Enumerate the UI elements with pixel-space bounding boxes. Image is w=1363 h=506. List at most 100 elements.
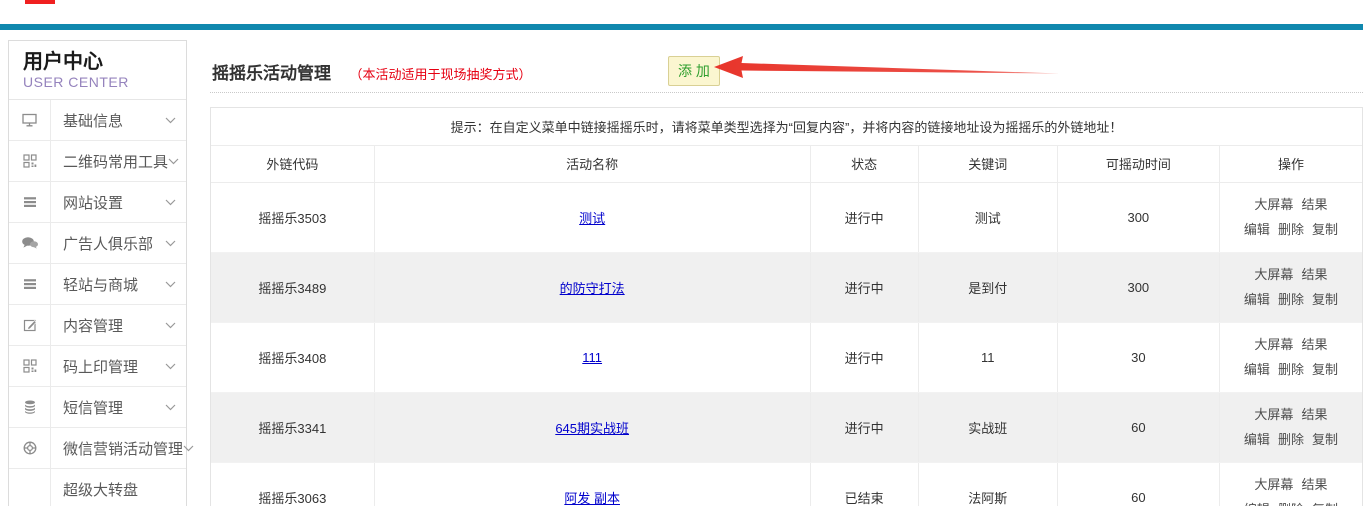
table-row: 摇摇乐3489 的防守打法 进行中 是到付 300 大屏幕 结果 编辑 删除 复制 — [211, 252, 1362, 323]
action-delete-link[interactable]: 删除 — [1278, 502, 1304, 506]
chevron-down-icon — [165, 387, 186, 427]
sidebar-item-label: 微信营销活动管理 — [63, 440, 184, 458]
action-screen-link[interactable]: 大屏幕 — [1254, 266, 1294, 282]
action-edit-link[interactable]: 编辑 — [1243, 221, 1270, 237]
table-row: 摇摇乐3408 111 进行中 11 30 大屏幕 结果 编辑 删除 复制 — [211, 322, 1362, 393]
cell-name: 的防守打法 — [374, 252, 811, 323]
action-copy-link[interactable]: 复制 — [1311, 361, 1338, 377]
sidebar-item-sms-mgmt[interactable]: 短信管理 — [9, 387, 186, 428]
sidebar-title: 用户中心 — [23, 51, 103, 73]
action-delete-link[interactable]: 删除 — [1277, 221, 1304, 237]
activity-link[interactable]: 111 — [582, 349, 603, 365]
cell-shake-time: 300 — [1057, 252, 1220, 323]
sidebar-item-super-wheel[interactable]: 超级大转盘 — [9, 469, 186, 506]
add-button[interactable]: 添 加 — [668, 56, 720, 86]
sidebar-item-label: 广告人俱乐部 — [63, 235, 154, 253]
cell-code: 摇摇乐3063 — [211, 462, 375, 506]
sidebar-item-label: 超级大转盘 — [63, 481, 139, 499]
edit-icon — [9, 305, 51, 345]
action-edit-link[interactable]: 编辑 — [1243, 361, 1270, 377]
cell-actions: 大屏幕结果 编辑删除复制 — [1219, 322, 1362, 393]
cell-code: 摇摇乐3503 — [211, 182, 375, 253]
sidebar: 用户中心 USER CENTER 基础信息 二维码常用工具 网站设置 广告人俱乐… — [8, 40, 194, 506]
sidebar-header: 用户中心 USER CENTER — [9, 41, 186, 100]
sidebar-item-code-print[interactable]: 码上印管理 — [9, 346, 186, 387]
action-copy-link[interactable]: 复制 — [1312, 502, 1338, 506]
action-edit-link[interactable]: 编辑 — [1243, 431, 1270, 447]
sidebar-subtitle: USER CENTER — [23, 74, 129, 90]
cell-shake-time: 60 — [1057, 462, 1220, 506]
empty-icon-cell — [9, 469, 51, 506]
action-copy-link[interactable]: 复制 — [1311, 431, 1338, 447]
action-delete-link[interactable]: 删除 — [1277, 291, 1304, 307]
activity-link[interactable]: 的防守打法 — [559, 280, 625, 296]
action-screen-link[interactable]: 大屏幕 — [1254, 476, 1294, 492]
action-screen-link[interactable]: 大屏幕 — [1254, 196, 1294, 212]
chevron-down-icon — [165, 346, 186, 386]
action-copy-link[interactable]: 复制 — [1311, 221, 1338, 237]
red-arrow-annotation — [714, 56, 1060, 78]
chevron-down-icon — [165, 100, 186, 140]
activity-link[interactable]: 测试 — [579, 210, 606, 226]
chevron-down-icon — [165, 223, 186, 263]
monitor-icon — [9, 100, 51, 140]
cell-shake-time: 60 — [1057, 392, 1220, 463]
action-result-link[interactable]: 结果 — [1301, 266, 1328, 282]
action-screen-link[interactable]: 大屏幕 — [1254, 336, 1294, 352]
cell-shake-time: 30 — [1057, 322, 1220, 393]
activity-link[interactable]: 645期实战班 — [555, 420, 630, 436]
sidebar-item-wechat-marketing[interactable]: 微信营销活动管理 — [9, 428, 194, 469]
action-screen-link[interactable]: 大屏幕 — [1254, 406, 1294, 422]
page-subtitle: （本活动适用于现场抽奖方式） — [349, 67, 532, 82]
main-content: 摇摇乐活动管理 （本活动适用于现场抽奖方式） 添 加 提示：在自定义菜单中链接摇… — [210, 40, 1363, 506]
cell-actions: 大屏幕结果 编辑删除复制 — [1219, 182, 1362, 253]
sidebar-item-lightsite-mall[interactable]: 轻站与商城 — [9, 264, 186, 305]
main-header: 摇摇乐活动管理 （本活动适用于现场抽奖方式） 添 加 — [210, 40, 1363, 93]
sidebar-item-site-settings[interactable]: 网站设置 — [9, 182, 186, 223]
cell-status: 进行中 — [810, 392, 919, 463]
activity-table: 外链代码 活动名称 状态 关键词 可摇动时间 操作 摇摇乐3503 测试 进行中… — [211, 146, 1362, 506]
sidebar-item-label: 内容管理 — [63, 317, 124, 335]
cell-status: 进行中 — [810, 322, 919, 393]
sidebar-item-qrcode-tools[interactable]: 二维码常用工具 — [9, 141, 186, 182]
action-delete-link[interactable]: 删除 — [1277, 431, 1304, 447]
header-shake-time: 可摇动时间 — [1057, 146, 1220, 183]
sidebar-item-content-mgmt[interactable]: 内容管理 — [9, 305, 186, 346]
action-edit-link[interactable]: 编辑 — [1244, 502, 1270, 506]
sidebar-item-label: 码上印管理 — [63, 358, 139, 376]
sidebar-item-ad-club[interactable]: 广告人俱乐部 — [9, 223, 186, 264]
header-status: 状态 — [810, 146, 919, 183]
action-result-link[interactable]: 结果 — [1301, 476, 1328, 492]
cell-code: 摇摇乐3489 — [211, 252, 375, 323]
cell-keyword: 法阿斯 — [918, 462, 1058, 506]
cell-keyword: 测试 — [918, 182, 1058, 253]
cell-actions: 大屏幕结果 编辑删除复制 — [1219, 252, 1362, 323]
page-title: 摇摇乐活动管理 — [212, 64, 331, 83]
action-copy-link[interactable]: 复制 — [1311, 291, 1338, 307]
header-code: 外链代码 — [211, 146, 375, 183]
chat-icon — [9, 223, 51, 263]
list-icon — [9, 264, 51, 304]
chevron-down-icon — [183, 428, 204, 468]
activity-link[interactable]: 阿发 副本 — [564, 490, 620, 506]
cell-code: 摇摇乐3341 — [211, 392, 375, 463]
action-delete-link[interactable]: 删除 — [1277, 361, 1304, 377]
globe-icon — [9, 428, 51, 468]
action-result-link[interactable]: 结果 — [1301, 406, 1328, 422]
cell-status: 已结束 — [810, 462, 919, 506]
table-tip: 提示：在自定义菜单中链接摇摇乐时，请将菜单类型选择为“回复内容”，并将内容的链接… — [211, 108, 1362, 146]
list-icon — [9, 182, 51, 222]
action-result-link[interactable]: 结果 — [1301, 336, 1328, 352]
cell-keyword: 11 — [918, 322, 1058, 393]
qrcode-icon — [9, 141, 51, 181]
table-header-row: 外链代码 活动名称 状态 关键词 可摇动时间 操作 — [211, 146, 1362, 183]
action-result-link[interactable]: 结果 — [1301, 196, 1328, 212]
sidebar-item-basic-info[interactable]: 基础信息 — [9, 100, 186, 141]
cell-name: 111 — [374, 322, 811, 393]
table-row: 摇摇乐3341 645期实战班 进行中 实战班 60 大屏幕 结果 编辑 删除 复制 — [211, 392, 1362, 463]
top-left-red-mark — [25, 0, 55, 4]
cell-shake-time: 300 — [1057, 182, 1220, 253]
action-edit-link[interactable]: 编辑 — [1243, 291, 1270, 307]
